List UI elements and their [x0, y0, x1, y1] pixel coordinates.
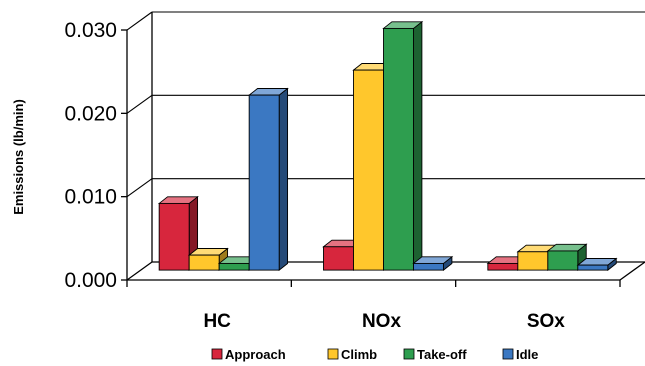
bar-nox-takeoff — [382, 20, 424, 272]
legend-swatch — [211, 348, 223, 360]
y-axis-label: Emissions (lb/min) — [11, 99, 26, 215]
floor-left-edge — [126, 261, 153, 281]
y-tick-label: 0.020 — [64, 102, 117, 125]
category-labels: HC NOx SOx — [203, 311, 565, 332]
gridline-side — [126, 94, 153, 114]
y-tick-label: 0.010 — [64, 186, 117, 209]
legend-label: Take-off — [417, 347, 467, 362]
y-axis-ticks: 0.000 0.010 0.020 0.030 — [64, 19, 621, 292]
bar-hc-approach — [157, 195, 199, 272]
y-tick-label: 0.000 — [64, 269, 117, 292]
legend-label: Climb — [341, 347, 377, 362]
legend-swatch — [403, 348, 415, 360]
category-label-nox: NOx — [362, 311, 402, 332]
bar-nox-idle — [412, 255, 454, 272]
legend-item-takeoff: Take-off — [403, 347, 467, 362]
y-tick-label: 0.030 — [64, 19, 117, 42]
legend-label: Approach — [225, 347, 286, 362]
category-label-hc: HC — [203, 311, 231, 332]
gridline-side — [126, 11, 153, 31]
legend-item-idle: Idle — [502, 347, 538, 362]
floor-right-edge — [619, 261, 645, 281]
legend-swatch — [327, 348, 339, 360]
legend-item-approach: Approach — [211, 347, 286, 362]
category-label-sox: SOx — [527, 311, 565, 332]
legend-item-climb: Climb — [327, 347, 377, 362]
bar-sox-idle — [576, 257, 618, 272]
legend-swatch — [502, 348, 514, 360]
gridline-side — [126, 178, 153, 198]
bars — [157, 20, 618, 272]
bar-hc-idle — [247, 87, 289, 272]
legend: Approach Climb Take-off Idle — [211, 347, 538, 362]
legend-label: Idle — [516, 347, 538, 362]
